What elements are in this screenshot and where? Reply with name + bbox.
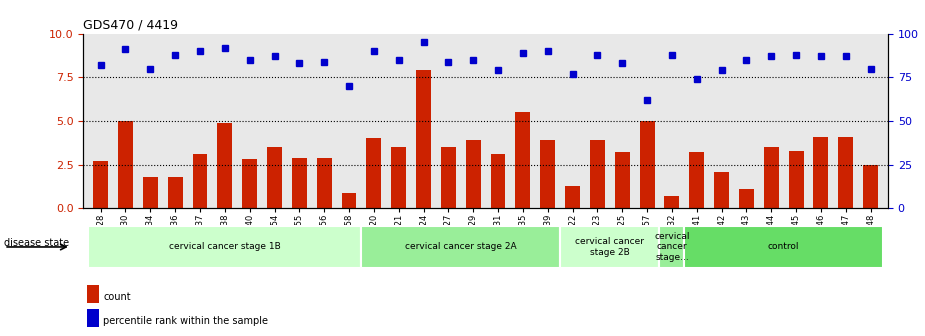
FancyBboxPatch shape — [88, 226, 362, 268]
Bar — [789, 151, 804, 208]
Bar — [639, 121, 655, 208]
FancyBboxPatch shape — [660, 226, 684, 268]
Bar — [714, 172, 729, 208]
Bar — [813, 137, 829, 208]
Bar — [664, 196, 679, 208]
Text: cervical cancer
stage 2B: cervical cancer stage 2B — [575, 237, 645, 257]
Bar — [391, 147, 406, 208]
Bar — [689, 153, 704, 208]
Text: cervical cancer stage 2A: cervical cancer stage 2A — [405, 243, 516, 251]
Bar — [466, 140, 481, 208]
Bar — [142, 177, 158, 208]
Bar — [739, 189, 754, 208]
Bar — [565, 185, 580, 208]
Bar — [292, 158, 307, 208]
Bar — [366, 138, 381, 208]
Bar — [590, 140, 605, 208]
Bar — [87, 285, 99, 303]
Text: cervical cancer stage 1B: cervical cancer stage 1B — [169, 243, 280, 251]
FancyBboxPatch shape — [684, 226, 883, 268]
Text: count: count — [104, 292, 131, 302]
Bar — [838, 137, 853, 208]
Bar — [87, 309, 99, 327]
Bar — [764, 147, 779, 208]
Bar — [863, 165, 878, 208]
Bar — [341, 193, 356, 208]
Bar — [615, 153, 630, 208]
Bar — [316, 158, 332, 208]
Bar — [242, 159, 257, 208]
Text: disease state: disease state — [5, 238, 69, 248]
Bar — [167, 177, 182, 208]
Bar — [118, 121, 133, 208]
Bar — [441, 147, 456, 208]
Text: cervical
cancer
stage...: cervical cancer stage... — [654, 232, 690, 262]
Bar — [540, 140, 555, 208]
Bar — [267, 147, 282, 208]
Bar — [217, 123, 232, 208]
Text: GDS470 / 4419: GDS470 / 4419 — [83, 18, 179, 31]
FancyBboxPatch shape — [362, 226, 561, 268]
Bar — [192, 154, 207, 208]
Bar — [93, 161, 108, 208]
Text: percentile rank within the sample: percentile rank within the sample — [104, 316, 268, 326]
Bar — [416, 70, 431, 208]
Bar — [490, 154, 505, 208]
Bar — [515, 112, 530, 208]
FancyBboxPatch shape — [561, 226, 660, 268]
Text: control: control — [768, 243, 799, 251]
